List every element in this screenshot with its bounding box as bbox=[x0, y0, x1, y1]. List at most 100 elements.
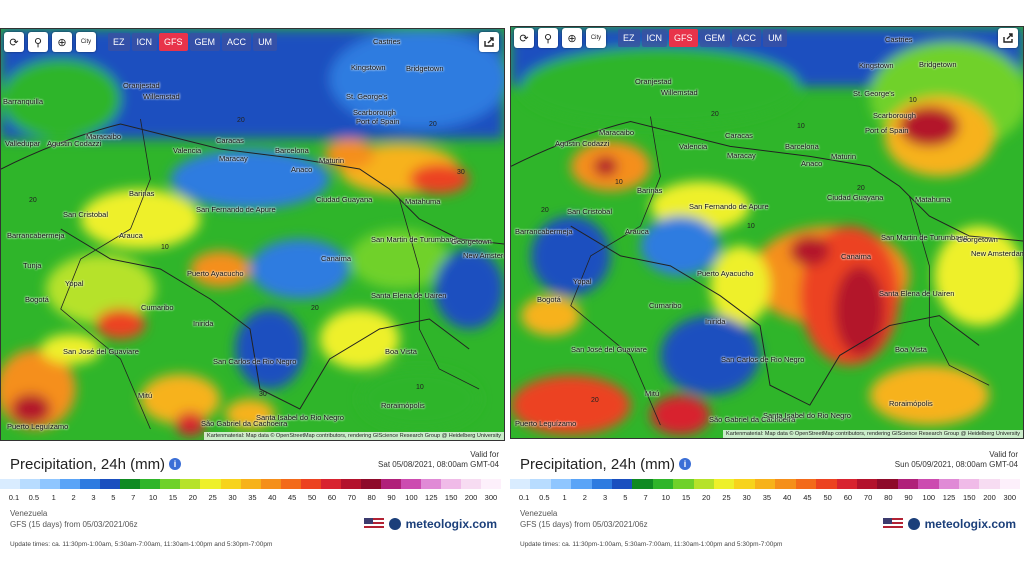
color-scale-tick: 10 bbox=[148, 493, 158, 502]
color-scale-cell bbox=[300, 479, 321, 489]
value-label: 10 bbox=[161, 244, 169, 251]
city-toggle-button[interactable]: City bbox=[586, 28, 606, 48]
location-button[interactable]: ⚲ bbox=[538, 28, 558, 48]
color-scale-tick: 125 bbox=[425, 493, 438, 502]
color-scale-cell bbox=[340, 479, 361, 489]
color-scale-cell bbox=[550, 479, 572, 489]
legend-title-row: Precipitation, 24h (mm) i bbox=[10, 456, 182, 473]
value-label: 10 bbox=[615, 179, 623, 186]
color-scale-tick: 90 bbox=[904, 493, 913, 502]
city-toggle-button[interactable]: City bbox=[76, 32, 96, 52]
refresh-button[interactable]: ⟳ bbox=[4, 32, 24, 52]
color-scale bbox=[510, 479, 1021, 491]
precipitation-map[interactable]: Castries Kingstown Bridgetown Oranjestad… bbox=[0, 28, 505, 441]
city-label: Bridgetown bbox=[919, 60, 957, 69]
city-label: Barranquilla bbox=[3, 97, 44, 106]
location-button[interactable]: ⚲ bbox=[28, 32, 48, 52]
model-um-button[interactable]: UM bbox=[763, 29, 788, 47]
city-label: Caracas bbox=[725, 131, 753, 140]
city-label: Puerto Leguízamo bbox=[515, 419, 577, 428]
model-icn-button[interactable]: ICN bbox=[641, 29, 668, 47]
color-scale-tick: 0.5 bbox=[28, 493, 40, 502]
precipitation-map[interactable]: Castries Kingstown Bridgetown Oranjestad… bbox=[510, 26, 1024, 439]
info-icon[interactable]: i bbox=[169, 458, 182, 470]
share-icon bbox=[484, 37, 494, 47]
model-ez-button[interactable]: EZ bbox=[618, 29, 640, 47]
color-scale-tick: 15 bbox=[168, 493, 178, 502]
us-flag-icon[interactable] bbox=[882, 518, 903, 530]
city-label: Mitú bbox=[645, 389, 660, 398]
model-icn-button[interactable]: ICN bbox=[131, 33, 158, 51]
model-gfs-button[interactable]: GFS bbox=[669, 29, 698, 47]
color-scale-cell bbox=[591, 479, 613, 489]
city-label: San José del Guaviare bbox=[571, 345, 647, 354]
brand: meteologix.com bbox=[363, 517, 497, 531]
refresh-button[interactable]: ⟳ bbox=[514, 28, 534, 48]
city-label: Barrancabermeja bbox=[7, 231, 65, 240]
model-gfs-button[interactable]: GFS bbox=[159, 33, 188, 51]
color-scale-cell bbox=[877, 479, 898, 489]
color-scale-cell bbox=[897, 479, 919, 489]
value-label: 20 bbox=[429, 121, 437, 128]
model-ez-button[interactable]: EZ bbox=[108, 33, 130, 51]
value-label: 20 bbox=[237, 117, 245, 124]
color-scale-cell bbox=[420, 479, 442, 489]
color-scale-cell bbox=[441, 479, 462, 489]
forecast-panel-right: Castries Kingstown Bridgetown Oranjestad… bbox=[510, 0, 1024, 576]
color-scale-tick: 70 bbox=[863, 493, 873, 502]
model-gem-button[interactable]: GEM bbox=[699, 29, 731, 47]
map-attribution: Kartenmaterial: Map data © OpenStreetMap… bbox=[204, 432, 504, 440]
city-label: St. George's bbox=[853, 89, 895, 98]
region-info: Venezuela GFS (15 days) from 05/03/2021/… bbox=[520, 508, 648, 530]
value-label: 20 bbox=[857, 185, 865, 192]
value-label: 10 bbox=[747, 223, 755, 230]
model-acc-button[interactable]: ACC bbox=[732, 29, 762, 47]
color-scale-cell bbox=[360, 479, 381, 489]
meteologix-logo-icon bbox=[907, 518, 920, 530]
city-label: Maracay bbox=[727, 151, 756, 160]
zoom-button[interactable]: ⊕ bbox=[562, 28, 582, 48]
legend-title: Precipitation, 24h (mm) bbox=[520, 456, 676, 473]
share-button[interactable] bbox=[479, 32, 499, 52]
color-scale-tick: 5 bbox=[623, 493, 628, 502]
brand-name[interactable]: meteologix.com bbox=[405, 517, 497, 531]
city-label: Barinas bbox=[129, 189, 155, 198]
color-scale-cell bbox=[400, 479, 421, 489]
city-label: Port of Spain bbox=[356, 117, 400, 126]
info-icon[interactable]: i bbox=[679, 458, 692, 470]
city-label: Agustin Codazzi bbox=[555, 139, 610, 148]
city-label: Maturin bbox=[319, 156, 345, 165]
city-label: Oranjestad bbox=[635, 77, 672, 86]
city-label: Canaima bbox=[841, 252, 872, 261]
color-scale-cell bbox=[220, 479, 241, 489]
city-label: San Cristobal bbox=[567, 207, 613, 216]
city-label: Barcelona bbox=[275, 146, 309, 155]
color-scale-tick: 0.5 bbox=[539, 493, 550, 502]
city-label: Barrancabermeja bbox=[515, 227, 573, 236]
color-scale-cell bbox=[958, 479, 980, 489]
city-label: Yopal bbox=[573, 277, 592, 286]
map-attribution: Kartenmaterial: Map data © OpenStreetMap… bbox=[723, 430, 1023, 438]
color-scale-tick: 50 bbox=[307, 493, 317, 502]
forecast-panel-left: Castries Kingstown Bridgetown Oranjestad… bbox=[0, 0, 505, 576]
city-label: Valledupar bbox=[5, 139, 41, 148]
color-scale-cell bbox=[20, 479, 41, 489]
color-scale-tick: 0.1 bbox=[518, 493, 530, 502]
city-label: São Gabriel da Cachoeira bbox=[709, 415, 796, 424]
model-um-button[interactable]: UM bbox=[253, 33, 278, 51]
brand-name[interactable]: meteologix.com bbox=[924, 517, 1016, 531]
model-acc-button[interactable]: ACC bbox=[222, 33, 252, 51]
model-gem-button[interactable]: GEM bbox=[189, 33, 221, 51]
city-label: Maturin bbox=[831, 152, 857, 161]
color-scale-cell bbox=[795, 479, 817, 489]
precip-raster bbox=[1, 29, 504, 440]
city-label: Cumaribo bbox=[649, 301, 682, 310]
share-button[interactable] bbox=[998, 28, 1018, 48]
color-scale-tick: 200 bbox=[464, 493, 478, 502]
us-flag-icon[interactable] bbox=[363, 518, 384, 530]
value-label: 20 bbox=[591, 397, 599, 404]
zoom-button[interactable]: ⊕ bbox=[52, 32, 72, 52]
color-scale-tick: 125 bbox=[942, 493, 956, 502]
color-scale-cell bbox=[481, 479, 502, 489]
color-scale-tick: 100 bbox=[922, 493, 936, 502]
